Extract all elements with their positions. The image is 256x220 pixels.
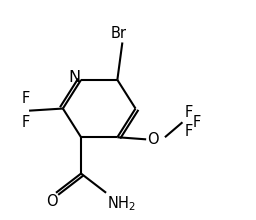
Text: F: F bbox=[193, 115, 201, 130]
Text: O: O bbox=[147, 132, 159, 147]
Text: N: N bbox=[69, 70, 81, 85]
Text: O: O bbox=[46, 194, 58, 209]
Text: NH$_2$: NH$_2$ bbox=[107, 194, 136, 213]
Text: F: F bbox=[185, 124, 193, 139]
Text: F: F bbox=[185, 105, 193, 120]
Text: Br: Br bbox=[111, 26, 127, 41]
Text: F: F bbox=[21, 115, 29, 130]
Text: F: F bbox=[21, 92, 29, 106]
